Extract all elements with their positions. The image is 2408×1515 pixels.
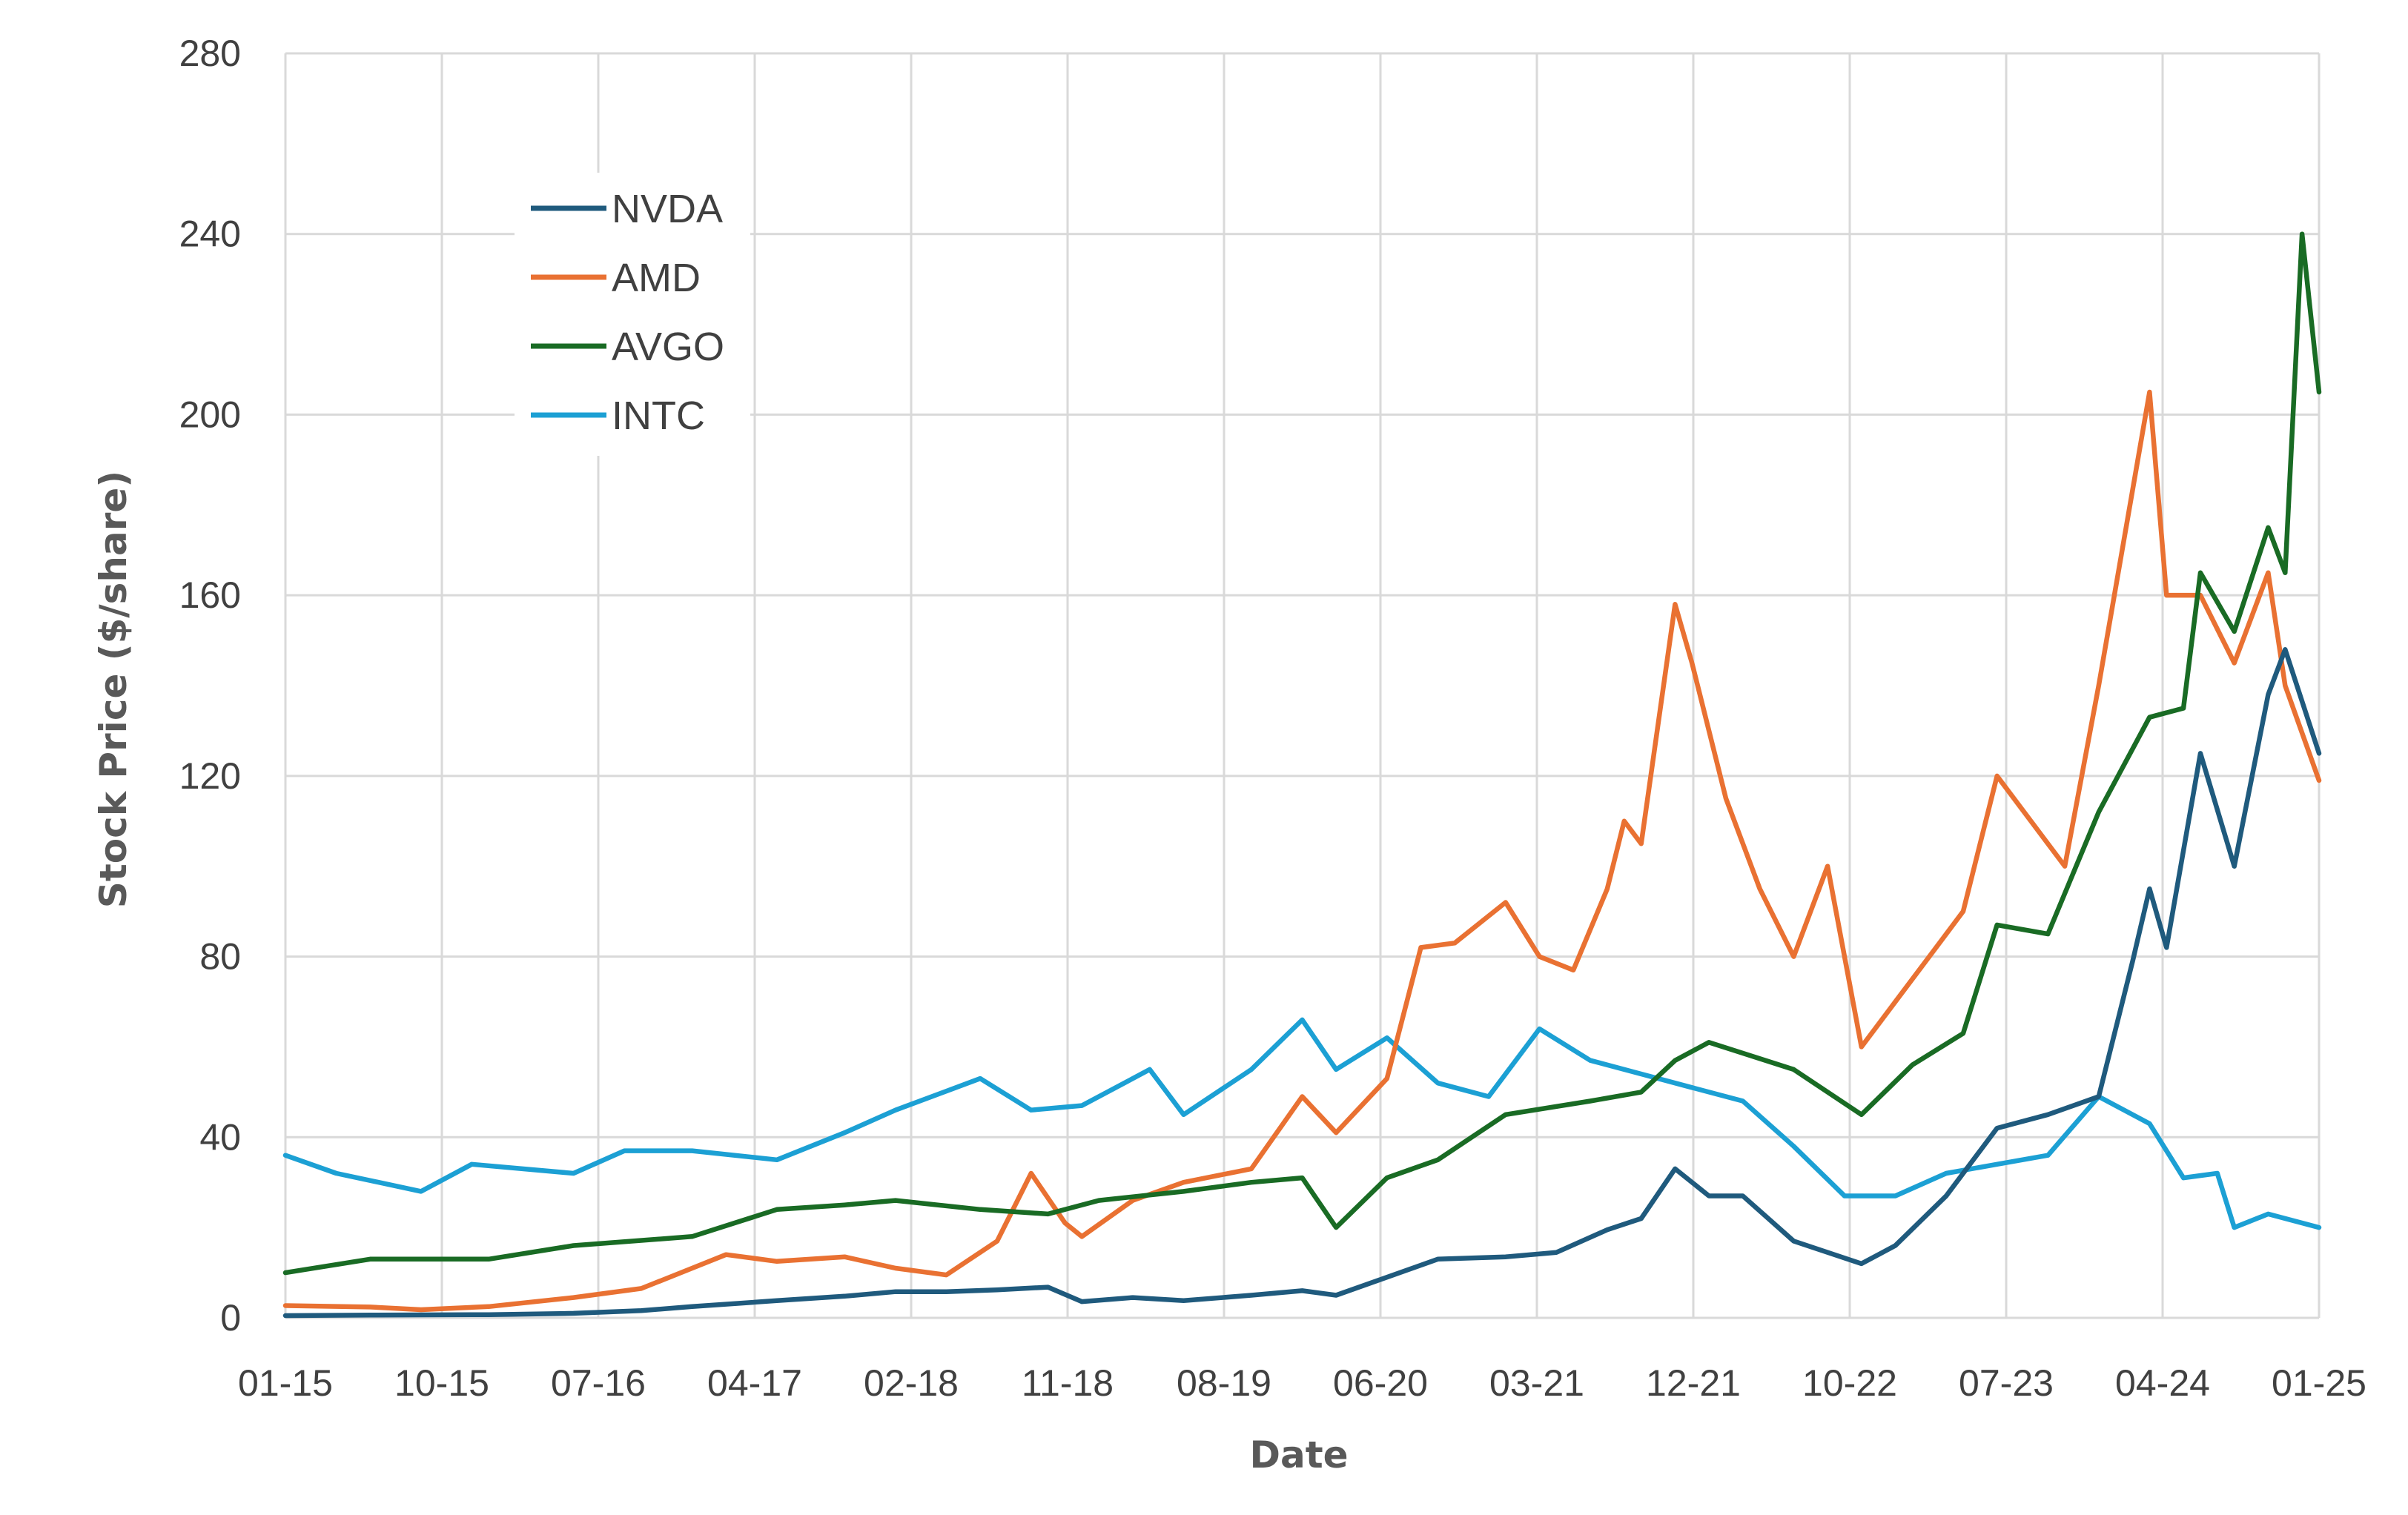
x-tick-label: 02-18 — [864, 1362, 959, 1404]
legend-label-intc: INTC — [612, 394, 705, 438]
y-tick-label: 40 — [199, 1116, 241, 1158]
legend-label-amd: AMD — [612, 256, 701, 300]
y-tick-label: 200 — [179, 394, 241, 435]
x-tick-label: 11-18 — [1022, 1362, 1114, 1404]
y-tick-label: 240 — [179, 213, 241, 255]
x-axis-tick-labels: 01-15 10-15 07-16 04-17 02-18 11-18 08-19 06-20… — [238, 1362, 2366, 1404]
y-tick-label: 80 — [199, 936, 241, 978]
x-tick-label: 01-15 — [238, 1362, 333, 1404]
x-tick-label: 07-16 — [551, 1362, 646, 1404]
legend: NVDA AMD AVGO INTC — [515, 173, 750, 456]
x-tick-label: 03-21 — [1489, 1362, 1584, 1404]
y-tick-label: 0 — [220, 1297, 241, 1339]
series-line-intc — [282, 1017, 2322, 1230]
x-tick-label: 04-24 — [2115, 1362, 2210, 1404]
x-axis-title: Date — [1249, 1433, 1348, 1476]
legend-label-avgo: AVGO — [612, 325, 724, 369]
y-axis-tick-labels: 0 40 80 120 160 200 240 280 — [179, 33, 241, 1339]
legend-box — [515, 173, 750, 456]
y-tick-label: 120 — [179, 755, 241, 797]
y-tick-label: 280 — [179, 33, 241, 74]
series-line-avgo — [282, 231, 2322, 1276]
x-tick-label: 07-23 — [1959, 1362, 2054, 1404]
series-lines — [282, 231, 2322, 1319]
x-tick-label: 08-19 — [1177, 1362, 1271, 1404]
x-tick-label: 10-15 — [394, 1362, 489, 1404]
x-tick-label: 12-21 — [1646, 1362, 1741, 1404]
x-tick-label: 06-20 — [1333, 1362, 1428, 1404]
legend-label-nvda: NVDA — [612, 187, 723, 231]
series-line-amd — [282, 389, 2322, 1313]
series-line-nvda — [282, 647, 2322, 1319]
y-axis-title: Stock Price ($/share) — [92, 471, 135, 908]
x-tick-label: 01-25 — [2272, 1362, 2366, 1404]
x-tick-label: 10-22 — [1802, 1362, 1897, 1404]
y-tick-label: 160 — [179, 574, 241, 616]
x-tick-label: 04-17 — [707, 1362, 802, 1404]
